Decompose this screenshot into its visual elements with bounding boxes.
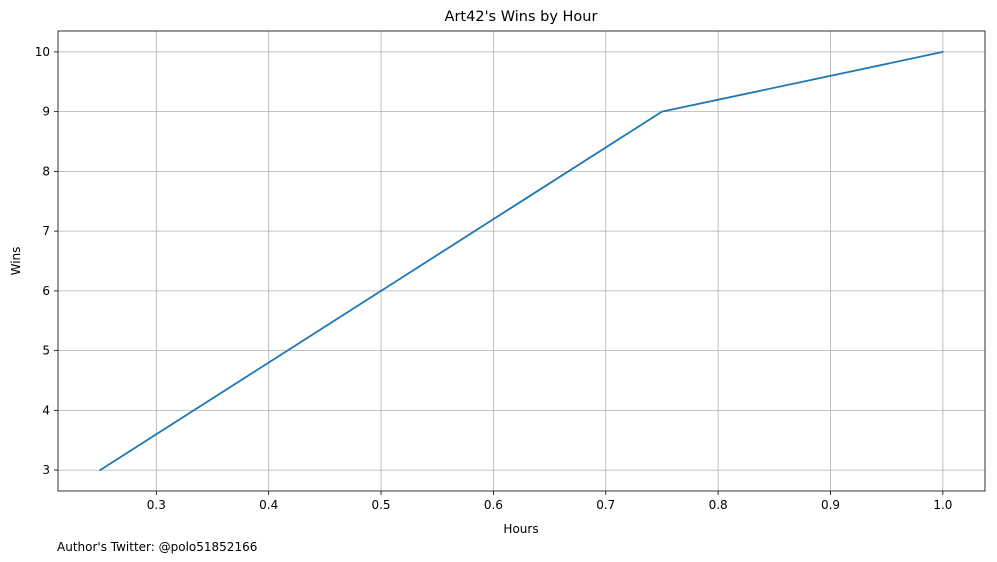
- x-tick-label: 0.5: [371, 498, 390, 512]
- data-point: [380, 289, 382, 292]
- x-tick-label: 0.6: [484, 498, 503, 512]
- y-tick-label: 3: [42, 463, 50, 477]
- series-line: [99, 51, 944, 471]
- x-tick-label: 0.7: [596, 498, 615, 512]
- x-tick-label: 1.0: [933, 498, 952, 512]
- y-tick-label: 5: [42, 344, 50, 358]
- y-axis-label: Wins: [9, 247, 23, 276]
- y-tick-label: 10: [35, 45, 50, 59]
- x-axis: 0.3 0.4 0.5 0.6 0.7 0.8 0.9 1.0: [147, 491, 952, 512]
- y-tick-label: 6: [42, 284, 50, 298]
- data-point: [941, 51, 944, 53]
- grid: [58, 31, 985, 491]
- series-layer: [99, 51, 944, 471]
- plot-frame: [57, 30, 986, 492]
- y-tick-label: 7: [42, 224, 50, 238]
- chart-title: Art42's Wins by Hour: [445, 9, 598, 25]
- data-point: [99, 469, 102, 471]
- x-tick-label: 0.8: [709, 498, 728, 512]
- x-tick-label: 0.4: [259, 498, 278, 512]
- x-tick-label: 0.9: [821, 498, 840, 512]
- author-credit: Author's Twitter: @polo51852166: [57, 540, 257, 554]
- y-axis: 3 4 5 6 7 8 9 10: [35, 45, 58, 477]
- x-axis-label: Hours: [503, 522, 538, 536]
- x-tick-label: 0.3: [147, 498, 166, 512]
- y-tick-label: 9: [42, 105, 50, 119]
- y-tick-label: 4: [42, 403, 50, 417]
- y-tick-label: 8: [42, 164, 50, 178]
- data-point: [661, 110, 663, 113]
